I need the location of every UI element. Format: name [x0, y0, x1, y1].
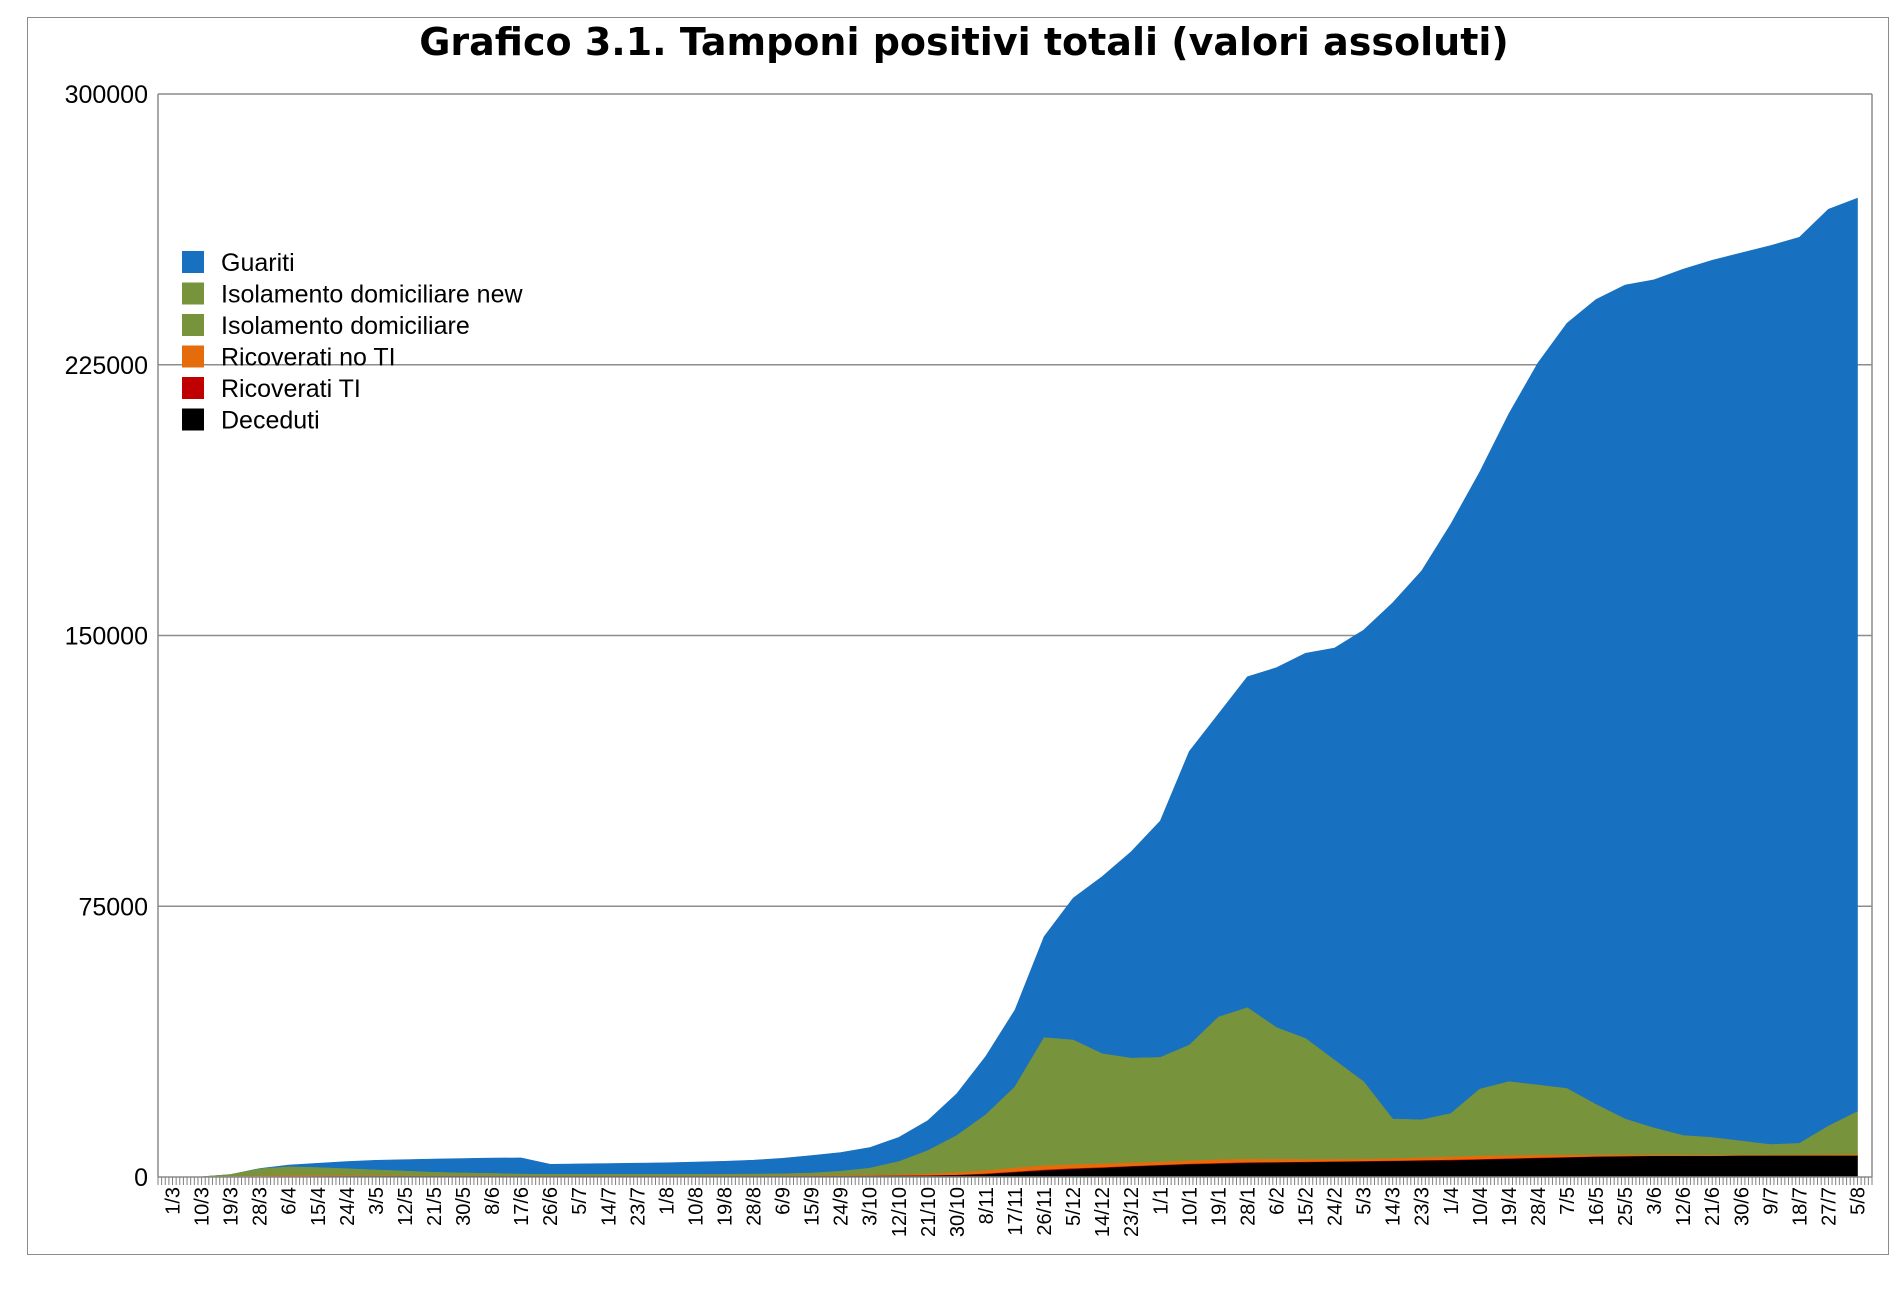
- legend-label: Ricoverati TI: [221, 375, 361, 403]
- x-tick-label: 21/10: [918, 1187, 940, 1237]
- x-tick-label: 25/5: [1615, 1187, 1637, 1226]
- x-tick-label: 3/6: [1644, 1187, 1666, 1215]
- x-tick-label: 28/8: [744, 1187, 766, 1226]
- x-tick-label: 15/4: [308, 1187, 330, 1226]
- x-tick-label: 19/3: [221, 1187, 243, 1226]
- x-tick-label: 14/3: [1383, 1187, 1405, 1226]
- x-tick-label: 10/3: [192, 1187, 214, 1226]
- x-tick-label: 6/2: [1267, 1187, 1289, 1215]
- legend: Guariti Isolamento domiciliare new Isolame…: [182, 249, 523, 435]
- x-tick-label: 15/2: [1296, 1187, 1318, 1226]
- x-tick-label: 26/11: [1034, 1187, 1056, 1236]
- x-tick-label: 16/5: [1586, 1187, 1608, 1226]
- x-tick-label: 6/4: [279, 1187, 301, 1215]
- legend-swatch-isolamento-domiciliare-new: [182, 282, 204, 305]
- x-tick-label: 24/9: [831, 1187, 853, 1226]
- y-tick-label: 300000: [65, 81, 148, 109]
- x-tick-label: 1/3: [163, 1187, 185, 1215]
- x-tick-label: 8/6: [482, 1187, 504, 1215]
- legend-swatch-ricoverati-ti: [182, 377, 204, 399]
- x-tick-label: 5/12: [1063, 1187, 1085, 1226]
- x-tick-label: 23/12: [1121, 1187, 1143, 1237]
- x-tick-label: 8/11: [976, 1187, 998, 1224]
- x-tick-label: 23/7: [627, 1187, 649, 1226]
- area-guariti: [172, 197, 1858, 1178]
- x-tick-label: 7/5: [1557, 1187, 1579, 1215]
- x-tick-label: 10/8: [685, 1187, 707, 1226]
- x-tick-label: 12/10: [889, 1187, 911, 1237]
- x-tick-label: 5/8: [1848, 1187, 1870, 1215]
- legend-label: Isolamento domiciliare: [221, 312, 470, 340]
- x-tick-label: 10/4: [1470, 1187, 1492, 1226]
- x-tick-label: 5/7: [569, 1187, 591, 1215]
- x-tick-label: 30/5: [453, 1187, 475, 1226]
- x-tick-label: 1/4: [1441, 1187, 1463, 1215]
- legend-swatch-isolamento-domiciliare: [182, 314, 204, 336]
- axes: 0 75000 150000 225000 300000 1/3 10/3 19/3 28/3 6…: [65, 81, 1873, 1237]
- x-tick-label: 15/9: [802, 1187, 824, 1226]
- legend-swatch-deceduti: [182, 408, 204, 431]
- x-tick-label: 19/1: [1208, 1187, 1230, 1226]
- legend-swatch-ricoverati-no-ti: [182, 345, 204, 368]
- x-tick-label: 1/1: [1150, 1187, 1172, 1215]
- x-tick-label: 18/7: [1789, 1187, 1811, 1226]
- y-tick-label: 150000: [65, 623, 148, 651]
- x-tick-label: 21/6: [1702, 1187, 1724, 1226]
- legend-label: Ricoverati no TI: [221, 344, 396, 372]
- x-tick-label: 10/1: [1179, 1187, 1201, 1226]
- x-tick-label: 24/4: [337, 1187, 359, 1226]
- x-tick-label: 14/7: [598, 1187, 620, 1226]
- legend-swatch-guariti: [182, 251, 204, 273]
- x-tick-label: 17/6: [511, 1187, 533, 1226]
- x-tick-label: 19/4: [1499, 1187, 1521, 1226]
- y-tick-label: 225000: [65, 352, 148, 380]
- x-tick-label: 28/4: [1528, 1187, 1550, 1226]
- x-tick-label: 23/3: [1412, 1187, 1434, 1226]
- x-tick-label: 9/7: [1760, 1187, 1782, 1215]
- x-tick-label: 6/9: [773, 1187, 795, 1215]
- x-tick-label: 12/5: [395, 1187, 417, 1226]
- x-tick-label: 14/12: [1092, 1187, 1114, 1237]
- x-tick-label: 17/11: [1005, 1187, 1027, 1236]
- x-tick-label: 12/6: [1673, 1187, 1695, 1226]
- chart-title: Grafico 3.1. Tamponi positivi totali (va…: [419, 20, 1509, 64]
- x-tick-label: 21/5: [424, 1187, 446, 1226]
- x-tick-label: 27/7: [1818, 1187, 1840, 1226]
- x-tick-label: 3/5: [366, 1187, 388, 1215]
- x-tick-label: 30/6: [1731, 1187, 1753, 1226]
- y-tick-label: 75000: [78, 893, 148, 921]
- x-tick-label: 3/10: [860, 1187, 882, 1226]
- x-tick-label: 19/8: [715, 1187, 737, 1226]
- y-tick-label: 0: [134, 1164, 148, 1192]
- x-tick-label: 1/8: [656, 1187, 678, 1215]
- x-tick-label: 30/10: [947, 1187, 969, 1237]
- legend-label: Guariti: [221, 249, 295, 277]
- x-tick-label: 26/6: [540, 1187, 562, 1226]
- legend-label: Deceduti: [221, 407, 320, 435]
- x-tick-label: 5/3: [1354, 1187, 1376, 1215]
- plot-areas: [172, 197, 1858, 1178]
- x-tick-label: 24/2: [1325, 1187, 1347, 1226]
- legend-label: Isolamento domiciliare new: [221, 281, 523, 309]
- x-tick-label: 28/1: [1237, 1187, 1259, 1226]
- x-tick-label: 28/3: [250, 1187, 272, 1226]
